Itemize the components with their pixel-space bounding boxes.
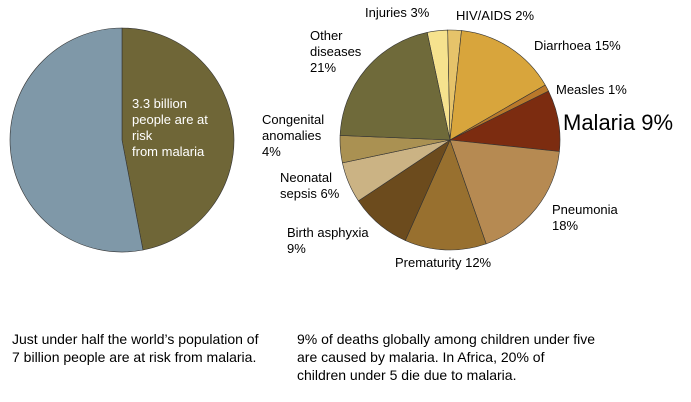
- label-value: 15%: [594, 38, 621, 53]
- label-category: Other diseases: [310, 28, 362, 59]
- label-category: Injuries: [365, 5, 407, 20]
- slice-label: Measles 1%: [556, 82, 627, 98]
- label-value: 12%: [465, 255, 492, 270]
- pie-slice: [404, 139, 487, 251]
- label-category: Pneumonia: [552, 202, 618, 217]
- label-value: 2%: [515, 8, 535, 23]
- label-category: Measles: [556, 82, 605, 97]
- label-value: 9%: [287, 241, 306, 256]
- label-value: 21%: [310, 60, 337, 75]
- slice-label: Neonatal sepsis 6%: [280, 170, 339, 202]
- slice-label: Injuries 3%: [365, 5, 429, 21]
- slice-label: Pneumonia 18%: [552, 202, 618, 234]
- label-category: Congenital anomalies: [262, 112, 325, 143]
- label-value: 18%: [552, 218, 579, 233]
- label-value: 1%: [608, 82, 627, 97]
- label-category: 3.3 billion people are at risk from mala…: [132, 96, 208, 159]
- label-value: 3%: [410, 5, 430, 20]
- slice-label: 3.3 billion people are at risk from mala…: [132, 96, 208, 160]
- label-category: Diarrhoea: [534, 38, 592, 53]
- pie-slice: [121, 27, 235, 251]
- label-category: Neonatal sepsis: [280, 170, 333, 201]
- label-category: Birth asphyxia: [287, 225, 369, 240]
- slice-label: Other diseases 21%: [310, 28, 361, 76]
- pie-slice: [449, 30, 546, 141]
- label-value: 9%: [641, 110, 674, 135]
- label-category: Malaria: [563, 110, 636, 135]
- pie-slice: [9, 27, 144, 253]
- pie-slice: [339, 32, 451, 141]
- slice-label: Malaria 9%: [563, 110, 673, 136]
- caption: Just under half the world’s population o…: [12, 331, 259, 365]
- label-category: Prematurity: [395, 255, 462, 270]
- slice-label: Prematurity 12%: [395, 255, 491, 271]
- label-category: HIV/AIDS: [456, 8, 512, 23]
- slice-label: Diarrhoea 15%: [534, 38, 621, 54]
- slice-label: HIV/AIDS 2%: [456, 8, 534, 24]
- slice-label: Congenital anomalies 4%: [262, 112, 324, 160]
- slice-label: Birth asphyxia 9%: [287, 225, 369, 257]
- caption: 9% of deaths globally among children und…: [297, 331, 596, 383]
- label-value: 4%: [262, 144, 281, 159]
- label-value: 6%: [320, 186, 340, 201]
